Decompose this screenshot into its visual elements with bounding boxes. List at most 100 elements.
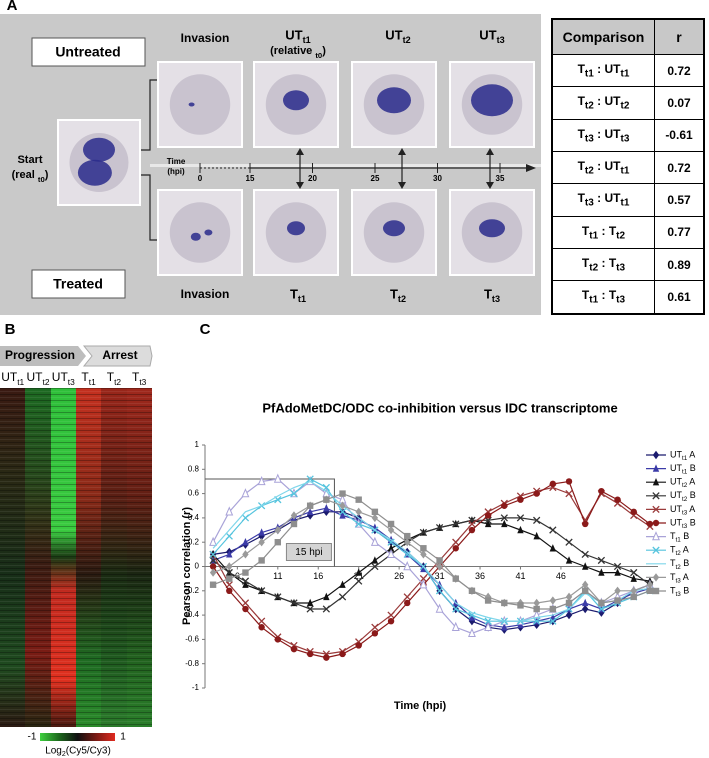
heatmap [0,388,153,727]
marker [614,568,621,576]
marker [652,478,660,486]
marker [598,487,605,495]
marker [614,597,621,604]
y-tick-label: 0.2 [188,537,200,546]
marker [226,562,233,571]
marker [533,516,541,524]
table-cell: 0.72 [654,150,705,185]
colorbar-tick-label: 1 [120,732,126,743]
table-row: Tt2 : UTt2 0.07 [551,86,705,120]
marker [598,568,605,576]
table-row: Tt2 : Tt3 0.89 [551,247,705,282]
y-tick-label: -0.8 [185,659,199,668]
legend-label: UTt1 A [670,449,695,462]
marker [322,605,330,613]
marker [501,599,508,607]
marker [370,536,379,546]
marker [387,520,395,528]
marker [387,544,395,552]
marker [257,475,266,486]
marker [549,544,557,552]
marker [339,650,346,658]
table-cell: 0.89 [654,247,705,282]
marker [306,502,314,509]
marker [597,556,606,565]
time-axis-label: Time [167,157,186,166]
marker [484,617,492,625]
y-axis-label: Pearson correlation (r) [181,507,193,625]
marker [484,519,492,528]
marker [258,528,265,536]
table-cell: 0.77 [654,215,705,249]
marker [652,505,660,514]
marker [242,550,249,559]
legend-label: UTt2 B [670,490,696,503]
marker [242,538,249,546]
marker [436,557,443,564]
heatmap-column [0,388,26,727]
marker [242,605,249,613]
parasite [190,232,201,241]
series-line [212,499,651,604]
marker [290,520,298,528]
marker [371,513,379,523]
table-cell: Tt2 : UTt1 [551,150,655,185]
marker [468,587,476,594]
heatmap-column [126,388,153,727]
marker [435,603,444,613]
marker [484,597,492,604]
marker [274,636,282,643]
parasite [287,221,305,236]
annotation-box [285,543,332,561]
parasite [479,219,505,238]
marker [565,489,573,498]
marker [226,575,233,582]
marker [306,598,314,607]
stage-note: (relative t0) [270,45,326,60]
marker [371,623,379,631]
series-line [212,480,650,622]
marker [565,599,573,607]
marker [209,581,217,588]
marker [581,562,589,570]
marker [274,593,282,601]
marker [404,538,411,547]
stage-label: Invasion [181,287,230,301]
table-cell: Tt3 : UTt3 [551,118,655,152]
marker [646,520,654,528]
marker [273,473,282,483]
marker [652,573,660,582]
marker [323,654,330,661]
marker [339,501,346,510]
series-line [212,486,651,655]
x-tick-label: 21 [354,571,364,581]
y-tick-label: -0.4 [185,610,199,619]
column-label: UTt3 [52,370,75,387]
marker [630,574,637,582]
marker [323,592,330,601]
marker [225,568,233,577]
table-cell: Tt1 : Tt3 [551,280,655,315]
marker [452,575,459,582]
marker [241,514,250,522]
marker [565,592,573,602]
column-label: Tt1 [81,370,96,387]
marker [565,610,573,620]
x-tick-label: 36 [475,571,485,581]
marker [306,605,314,613]
table-row: Tt1 : Tt2 0.77 [551,215,705,249]
cell [169,74,231,135]
marker [420,550,427,559]
marker [581,550,589,559]
marker [581,520,589,528]
marker [614,496,621,503]
marker [226,550,233,558]
marker [355,568,362,576]
marker [532,609,541,619]
marker [241,577,250,585]
colorbar-label: Log2(Cy5/Cy3) [45,746,111,758]
colorbar-tick-label: -1 [28,732,37,743]
marker [630,568,638,577]
column-label: Tt3 [132,370,147,387]
series-line [212,492,651,610]
